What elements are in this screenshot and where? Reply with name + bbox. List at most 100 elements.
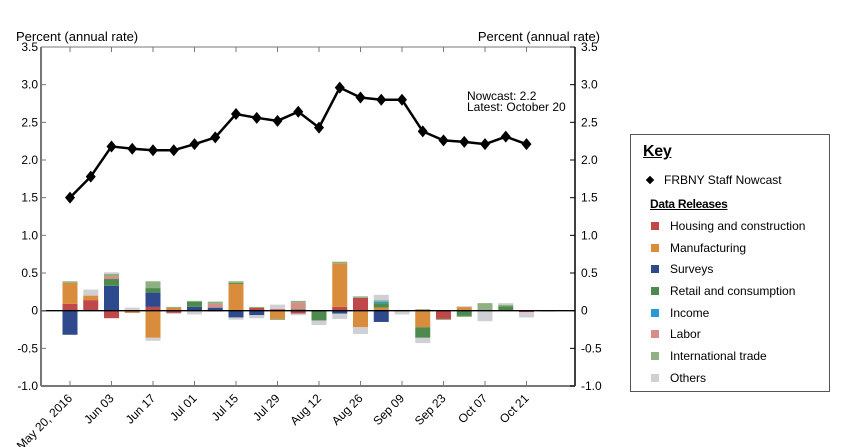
key-item-labor: Labor <box>651 323 805 345</box>
y-tick-label-right: 1.5 <box>581 191 598 205</box>
right-axis-unit-label: Percent (annual rate) <box>478 29 600 44</box>
nowcast-point <box>65 191 75 204</box>
nowcast-point <box>231 108 241 121</box>
bar-segment-manufacturing <box>62 282 78 304</box>
x-tick-label: Jul 15 <box>209 391 242 424</box>
bar-stack <box>62 281 78 335</box>
nowcast-point <box>521 138 532 151</box>
bar-segment-retail <box>498 306 514 311</box>
color-swatch-icon <box>651 243 659 252</box>
x-tick-label: Jun 03 <box>81 391 117 427</box>
key-item-label: Income <box>670 305 710 320</box>
key-series-list: Housing and construction Manufacturing Sur… <box>651 215 805 389</box>
nowcast-point <box>500 130 511 143</box>
bar-segment-labor <box>104 276 119 280</box>
x-tick-label: Jun 17 <box>123 391 159 427</box>
y-tick-label-left: -0.5 <box>17 341 38 355</box>
nowcast-line <box>65 81 532 204</box>
data-releases-title: Data Releases <box>650 197 728 211</box>
nowcast-point <box>314 121 324 134</box>
y-tick-label-left: 3.5 <box>21 40 38 54</box>
bar-segment-housing <box>290 310 306 314</box>
bar-stack <box>249 306 265 319</box>
color-swatch-icon <box>651 308 659 317</box>
nowcast-point <box>210 131 221 144</box>
bar-stack <box>477 303 493 322</box>
bar-segment-labor <box>207 303 223 308</box>
key-item-label: Manufacturing <box>670 240 747 255</box>
y-tick-label-left: 3.0 <box>21 78 38 92</box>
bar-segment-others <box>477 310 493 322</box>
nowcast-point <box>397 93 407 106</box>
key-item-nowcast: FRBNY Staff Nowcast <box>645 173 782 187</box>
x-tick-label: May 20, 2016 <box>14 391 76 447</box>
key-item-label: Surveys <box>670 262 714 277</box>
bar-segment-retail <box>456 310 472 316</box>
nowcast-point <box>272 114 283 127</box>
nowcast-polyline <box>69 86 527 199</box>
bar-segment-surveys <box>228 310 244 318</box>
bar-segment-trade <box>415 309 431 311</box>
bar-segment-manufacturing <box>332 263 348 307</box>
left-axis-unit-label: Percent (annual rate) <box>16 29 138 44</box>
key-item-label: Housing and construction <box>670 218 806 233</box>
bar-segment-others <box>394 310 410 315</box>
x-tick-label: Sep 09 <box>370 391 407 428</box>
nowcast-annotation-date: Latest: October 20 <box>467 100 566 114</box>
x-tick-label: Aug 12 <box>287 391 324 428</box>
bar-segment-manufacturing <box>373 307 389 311</box>
bar-segment-manufacturing <box>270 310 285 319</box>
x-tick-label: Oct 07 <box>455 391 490 426</box>
bar-stack <box>456 306 472 317</box>
bar-segment-trade <box>249 306 265 308</box>
y-tick-label-left: 2.5 <box>21 115 38 129</box>
bar-segment-housing <box>104 310 119 319</box>
bar-segment-trade <box>332 261 348 264</box>
color-swatch-icon <box>651 286 659 295</box>
nowcast-point <box>251 111 262 124</box>
y-tick-label-right: 2.0 <box>581 153 598 167</box>
y-tick-label-left: 2.0 <box>21 153 38 167</box>
key-title: Key <box>643 143 672 160</box>
color-swatch-icon <box>651 351 659 360</box>
bar-segment-others <box>249 315 265 319</box>
bar-segment-others <box>290 313 306 316</box>
bar-stack <box>498 303 514 311</box>
nowcast-point <box>376 93 387 106</box>
bar-segment-labor <box>290 302 306 310</box>
y-tick-label-left: 1.5 <box>21 191 38 205</box>
bar-segment-trade <box>456 315 472 317</box>
color-swatch-icon <box>651 221 659 230</box>
bar-stack <box>415 309 431 344</box>
bar-segment-others <box>373 294 389 301</box>
nowcast-point <box>106 140 117 153</box>
bar-segment-trade <box>207 301 223 304</box>
bar-segment-surveys <box>62 310 78 335</box>
y-tick-label-left: 0 <box>31 304 38 318</box>
bar-stack <box>519 310 534 318</box>
key-item-label: Others <box>670 370 707 385</box>
x-tick-label: Aug 26 <box>329 391 366 428</box>
bar-segment-retail <box>228 282 244 284</box>
bar-stack <box>373 294 389 322</box>
bar-segment-housing <box>270 309 285 311</box>
bar-segment-trade <box>477 303 493 311</box>
nowcast-point <box>459 135 470 148</box>
x-tick-label: Jul 01 <box>167 391 200 424</box>
bar-segment-trade <box>187 300 202 302</box>
nowcast-point <box>480 138 490 151</box>
bar-segment-trade <box>373 300 389 302</box>
chart-key: Key FRBNY Staff Nowcast Data Releases Ho… <box>630 134 830 392</box>
key-item-label: FRBNY Staff Nowcast <box>664 173 782 187</box>
nowcast-point <box>293 105 304 118</box>
y-tick-label-left: 0.5 <box>21 266 38 280</box>
key-item-housing: Housing and construction <box>651 215 805 237</box>
bar-segment-trade <box>166 306 182 308</box>
bar-segment-manufacturing <box>228 283 244 311</box>
bar-stack <box>332 261 348 319</box>
nowcast-point <box>85 170 96 183</box>
bar-segment-retail <box>187 301 202 307</box>
bar-segment-manufacturing <box>145 310 161 338</box>
bar-segment-surveys <box>373 310 389 322</box>
y-tick-label-right: 2.5 <box>581 115 598 129</box>
